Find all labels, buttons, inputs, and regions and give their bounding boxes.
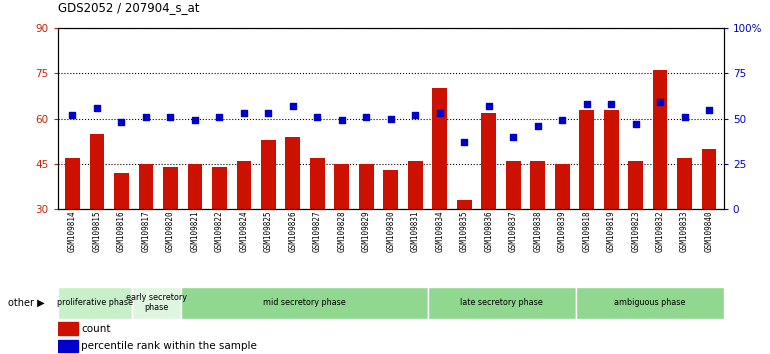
Bar (65, 158, 80, 209)
Bar (457, 200, 471, 209)
Text: GSM109819: GSM109819 (607, 210, 616, 252)
Text: GSM109838: GSM109838 (533, 210, 542, 252)
Bar (359, 164, 373, 209)
Point (483, 103, 495, 109)
Bar (188, 164, 203, 209)
Text: count: count (81, 324, 111, 333)
Point (139, 114, 152, 120)
Point (409, 112, 421, 118)
Text: GSM109824: GSM109824 (239, 210, 249, 252)
Bar (531, 161, 545, 209)
Bar (58, 340, 78, 352)
Bar (576, 287, 724, 319)
Text: GSM109836: GSM109836 (484, 210, 494, 252)
Point (556, 118, 568, 123)
Text: ambiguous phase: ambiguous phase (614, 298, 685, 307)
Bar (310, 158, 325, 209)
Point (213, 114, 226, 120)
Bar (261, 139, 276, 209)
Point (262, 110, 274, 116)
Text: GSM109817: GSM109817 (142, 210, 150, 252)
Bar (58, 287, 132, 319)
Bar (604, 109, 618, 209)
Bar (678, 158, 692, 209)
Point (630, 121, 642, 127)
Bar (89, 133, 104, 209)
Text: GSM109827: GSM109827 (313, 210, 322, 252)
Bar (506, 161, 521, 209)
Bar (114, 173, 129, 209)
Text: percentile rank within the sample: percentile rank within the sample (81, 341, 257, 351)
Text: GSM109825: GSM109825 (264, 210, 273, 252)
Bar (408, 161, 423, 209)
Point (581, 101, 593, 107)
Bar (286, 137, 300, 209)
Bar (555, 164, 570, 209)
Point (164, 114, 176, 120)
Bar (132, 287, 181, 319)
Point (531, 123, 544, 129)
Text: GSM109831: GSM109831 (410, 210, 420, 252)
Point (458, 139, 470, 145)
Bar (383, 170, 398, 209)
Point (311, 114, 323, 120)
Point (91, 105, 103, 110)
Text: GSM109823: GSM109823 (631, 210, 640, 252)
Point (360, 114, 373, 120)
Text: GSM109818: GSM109818 (582, 210, 591, 252)
Point (286, 103, 299, 109)
Text: GSM109828: GSM109828 (337, 210, 346, 252)
Text: GSM109822: GSM109822 (215, 210, 224, 252)
Text: GDS2052 / 207904_s_at: GDS2052 / 207904_s_at (58, 1, 199, 14)
Bar (181, 287, 428, 319)
Text: GSM109837: GSM109837 (509, 210, 517, 252)
Text: mid secretory phase: mid secretory phase (263, 298, 346, 307)
Text: GSM109832: GSM109832 (655, 210, 665, 252)
Text: GSM109826: GSM109826 (288, 210, 297, 252)
Text: proliferative phase: proliferative phase (57, 298, 132, 307)
Text: GSM109815: GSM109815 (92, 210, 102, 252)
Text: GSM109833: GSM109833 (680, 210, 689, 252)
Point (678, 114, 691, 120)
Text: GSM109830: GSM109830 (387, 210, 395, 252)
Bar (433, 88, 447, 209)
Bar (58, 322, 78, 335)
Point (66, 112, 79, 118)
Bar (653, 70, 668, 209)
Point (605, 101, 618, 107)
Text: late secretory phase: late secretory phase (460, 298, 543, 307)
Bar (139, 164, 153, 209)
Point (507, 134, 520, 139)
Text: GSM109840: GSM109840 (705, 210, 714, 252)
Text: GSM109829: GSM109829 (362, 210, 371, 252)
Text: GSM109816: GSM109816 (117, 210, 126, 252)
Point (654, 99, 666, 105)
Point (434, 110, 446, 116)
Point (336, 118, 348, 123)
Bar (428, 287, 576, 319)
Text: GSM109821: GSM109821 (190, 210, 199, 252)
Text: GSM109814: GSM109814 (68, 210, 77, 252)
Point (703, 107, 715, 112)
Bar (628, 161, 643, 209)
Bar (579, 109, 594, 209)
Text: other ▶: other ▶ (8, 298, 45, 308)
Text: GSM109820: GSM109820 (166, 210, 175, 252)
Bar (212, 167, 226, 209)
Text: early secretory
phase: early secretory phase (126, 293, 187, 312)
Bar (334, 164, 349, 209)
Text: GSM109835: GSM109835 (460, 210, 469, 252)
Bar (701, 149, 716, 209)
Bar (481, 113, 496, 209)
Point (384, 116, 397, 121)
Text: GSM109834: GSM109834 (435, 210, 444, 252)
Point (116, 119, 128, 125)
Point (238, 110, 250, 116)
Bar (236, 161, 251, 209)
Bar (163, 167, 178, 209)
Point (189, 118, 201, 123)
Text: GSM109839: GSM109839 (557, 210, 567, 252)
